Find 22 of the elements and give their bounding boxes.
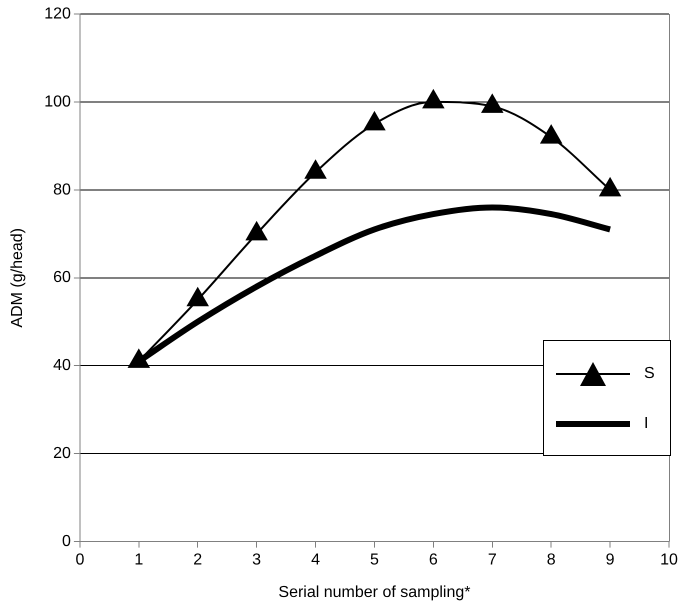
- x-tick-label: 8: [546, 552, 556, 569]
- legend-label: I: [644, 414, 648, 433]
- x-axis-title: Serial number of sampling*: [278, 584, 470, 601]
- y-tick-label: 120: [44, 5, 71, 22]
- x-tick-label: 4: [311, 552, 320, 569]
- x-tick-label: 7: [488, 552, 497, 569]
- y-axis-title: ADM (g/head): [9, 228, 26, 328]
- y-tick-label: 20: [53, 445, 71, 462]
- x-tick-label: 1: [134, 552, 144, 569]
- y-tick-label: 100: [44, 93, 71, 110]
- x-tick-label: 9: [606, 552, 615, 569]
- x-tick-label: 0: [75, 552, 84, 569]
- x-tick-label: 2: [193, 552, 202, 569]
- y-tick-label: 40: [53, 357, 71, 374]
- x-tick-label: 3: [252, 552, 262, 569]
- legend-label: S: [644, 364, 655, 383]
- y-tick-label: 0: [62, 533, 71, 550]
- x-tick-label: 10: [660, 552, 678, 569]
- x-tick-label: 5: [370, 552, 379, 569]
- y-tick-label: 80: [53, 181, 71, 198]
- x-tick-label: 6: [428, 552, 438, 569]
- y-tick-label: 60: [53, 269, 71, 286]
